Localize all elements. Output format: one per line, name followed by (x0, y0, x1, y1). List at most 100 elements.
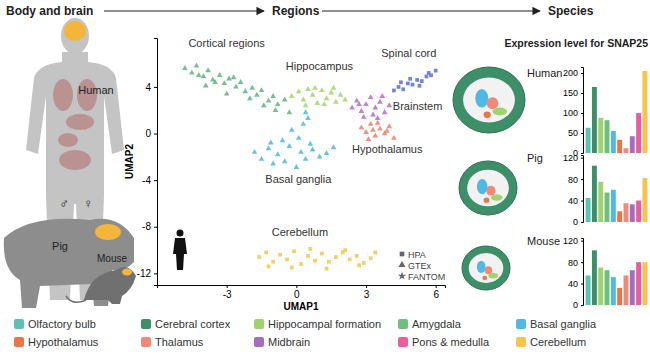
tick-mark (581, 93, 583, 94)
tick-label: 80 (568, 258, 578, 268)
tick: -3 (223, 285, 232, 300)
point (306, 254, 310, 258)
body-label: Pig (52, 240, 68, 252)
point (324, 150, 330, 155)
step-arrow (104, 10, 264, 11)
tick-mark (581, 284, 583, 285)
tick: 40 (568, 279, 583, 289)
y-axis-title: UMAP2 (124, 144, 135, 179)
point (357, 263, 361, 267)
tick: 150 (563, 88, 583, 98)
point (310, 92, 316, 97)
bar (630, 136, 635, 153)
brain-hy (484, 197, 490, 202)
legend-label: FANTOM (408, 272, 445, 282)
legend-swatch (398, 337, 408, 347)
point (287, 143, 293, 148)
brain-hy (484, 112, 491, 119)
point (312, 85, 318, 90)
legend-label: Midbrain (268, 336, 310, 348)
mouse-brain (122, 269, 132, 276)
tick-label: 100 (563, 108, 578, 118)
point (366, 136, 372, 141)
tick: -8 (142, 221, 157, 232)
organ (59, 150, 91, 170)
brain-outline (459, 161, 517, 215)
point (331, 144, 337, 149)
point (226, 75, 232, 80)
legend-label: Cerebral cortex (155, 318, 231, 330)
point (313, 259, 317, 263)
cluster-label: Spinal cord (381, 47, 436, 59)
legend-swatch (141, 337, 151, 347)
brain-outline (453, 67, 525, 133)
tick: 0 (573, 217, 583, 227)
point (270, 161, 276, 166)
bar (605, 193, 610, 222)
point (434, 69, 438, 73)
point (327, 260, 331, 264)
point (369, 256, 373, 260)
point (282, 158, 288, 163)
tick-mark (366, 285, 367, 288)
cluster-label: Hippocampus (286, 60, 354, 72)
bar (642, 71, 647, 153)
point (420, 79, 424, 83)
point (334, 255, 338, 259)
tick-label: 6 (433, 289, 439, 300)
tick-mark (581, 262, 583, 263)
tick-label: 80 (568, 175, 578, 185)
legend-label: Hippocampal formation (268, 318, 381, 330)
bars (586, 250, 648, 305)
bar (598, 182, 603, 222)
legend-marker (400, 252, 405, 257)
axis-line (158, 286, 446, 289)
tick-mark (154, 87, 157, 88)
legend-swatch (141, 319, 151, 329)
cluster-label: Brainstem (393, 100, 443, 112)
brain-icon (453, 67, 525, 133)
point (287, 109, 293, 114)
bar (586, 128, 591, 153)
point (370, 127, 376, 132)
axis-line (581, 68, 584, 154)
tick-mark (581, 201, 583, 202)
bar (624, 203, 629, 222)
cluster-label: Cortical regions (188, 37, 265, 49)
tick: 120 (563, 153, 583, 163)
legend-label: Olfactory bulb (28, 318, 96, 330)
point (415, 78, 419, 82)
point (290, 266, 294, 270)
brain-hc (493, 108, 507, 116)
point (372, 133, 378, 138)
brain-bg (475, 89, 488, 107)
bar (586, 276, 591, 305)
bar (636, 201, 641, 222)
organ (53, 79, 73, 111)
pig-brain (95, 224, 121, 240)
point (305, 115, 311, 120)
point (300, 121, 306, 126)
bar (611, 131, 616, 153)
tick: -4 (142, 175, 157, 186)
body-label: ♀ (83, 196, 93, 211)
point (342, 96, 348, 101)
point (317, 154, 323, 159)
cluster-label: Hypothalamus (352, 143, 423, 155)
tick-mark (154, 227, 157, 228)
icon-body (173, 238, 187, 270)
tick-label: 200 (563, 68, 578, 78)
point (401, 87, 405, 91)
tick: 0 (294, 285, 300, 300)
tick-mark (581, 73, 583, 74)
tick: 80 (568, 258, 583, 268)
legend-swatch (14, 319, 24, 329)
bar (598, 267, 603, 305)
point (267, 264, 271, 268)
point (362, 261, 366, 265)
point (382, 109, 388, 114)
bar (586, 198, 591, 222)
bar (617, 140, 622, 153)
legend-marker (398, 261, 405, 267)
brain-outline (462, 246, 510, 290)
